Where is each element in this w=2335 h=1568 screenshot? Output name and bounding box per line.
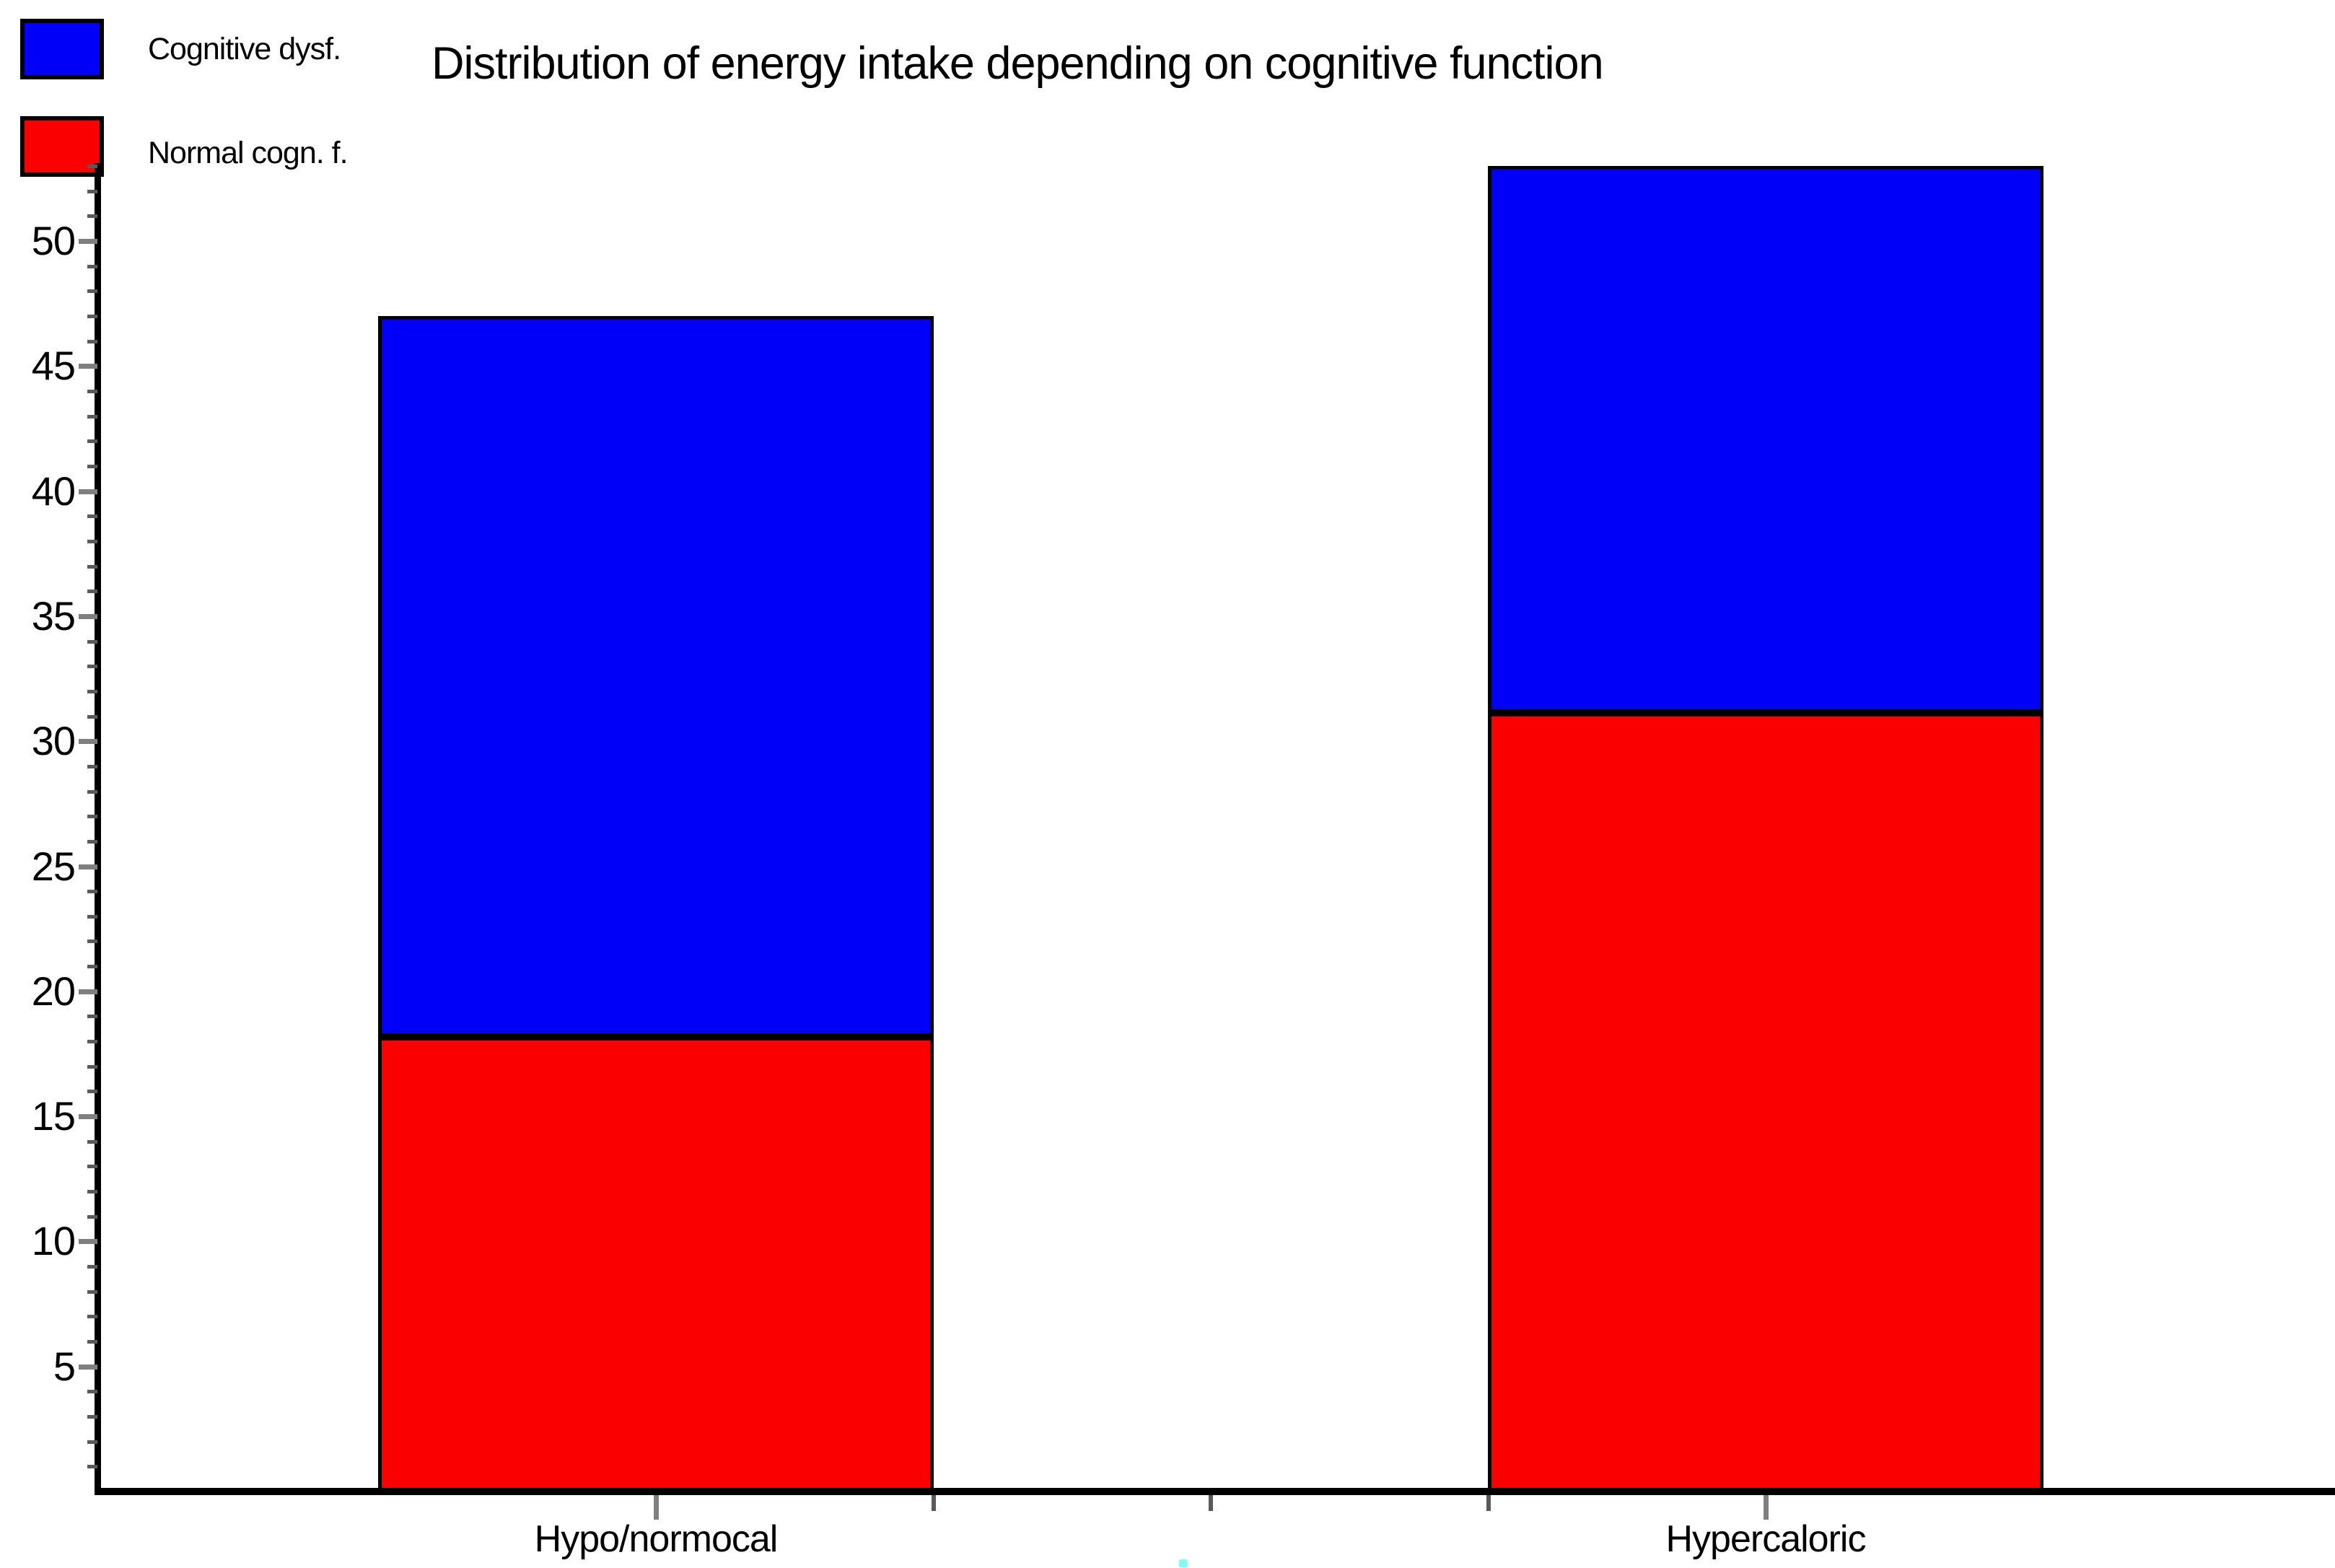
y-tick-minor	[87, 1040, 97, 1044]
y-tick-major	[79, 1364, 97, 1370]
y-tick-minor	[87, 965, 97, 969]
chart-title: Distribution of energy intake depending …	[431, 38, 1604, 89]
y-tick-label: 40	[31, 468, 76, 514]
y-tick-minor	[87, 439, 97, 444]
y-tick-major	[79, 239, 97, 244]
y-tick-major	[79, 364, 97, 369]
legend-label-cognitive-dysf: Cognitive dysf.	[148, 32, 341, 66]
y-tick-major	[79, 613, 97, 619]
y-tick-minor	[87, 764, 97, 768]
stacked-bar-2	[1488, 166, 2043, 1492]
x-axis-line	[95, 1488, 2335, 1495]
y-tick-label: 25	[31, 843, 76, 889]
y-tick-minor	[87, 914, 97, 919]
x-tick-major	[654, 1495, 659, 1520]
y-tick-minor	[87, 1090, 97, 1094]
y-tick-major	[79, 1114, 97, 1120]
y-tick-minor	[87, 714, 97, 719]
y-tick-label: 45	[31, 343, 76, 389]
x-tick-minor	[1209, 1495, 1213, 1511]
y-tick-minor	[87, 1064, 97, 1069]
bar-segment-top	[382, 319, 930, 1041]
y-tick-label: 35	[31, 592, 76, 639]
y-tick-major	[79, 489, 97, 494]
y-tick-minor	[87, 539, 97, 543]
y-tick-minor	[87, 389, 97, 393]
y-tick-label: 20	[31, 968, 76, 1014]
y-tick-minor	[87, 1440, 97, 1444]
y-tick-minor	[87, 464, 97, 468]
bar-segment-top	[1491, 170, 2040, 717]
y-tick-minor	[87, 1015, 97, 1019]
stacked-bar-1	[378, 315, 934, 1492]
y-tick-minor	[87, 1190, 97, 1194]
y-tick-minor	[87, 1289, 97, 1294]
y-tick-minor	[87, 214, 97, 219]
y-tick-minor	[87, 1214, 97, 1219]
legend-swatch-cognitive-dysf	[20, 19, 104, 79]
y-tick-minor	[87, 564, 97, 569]
x-tick-minor	[1486, 1495, 1491, 1511]
legend-label-normal-cogn: Normal cogn. f.	[148, 136, 349, 170]
y-tick-minor	[87, 514, 97, 519]
y-tick-minor	[87, 1390, 97, 1394]
y-tick-minor	[87, 890, 97, 894]
y-tick-minor	[87, 414, 97, 419]
y-tick-minor	[87, 1265, 97, 1269]
x-tick-major	[1764, 1495, 1769, 1520]
y-tick-major	[79, 739, 97, 745]
y-tick-minor	[87, 1139, 97, 1144]
y-tick-major	[79, 989, 97, 994]
y-tick-minor	[87, 314, 97, 318]
x-category-label: Hypo/normocal	[534, 1518, 779, 1560]
y-tick-minor	[87, 1315, 97, 1319]
y-tick-minor	[87, 165, 97, 169]
y-tick-minor	[87, 590, 97, 594]
x-tick-minor	[931, 1495, 936, 1511]
y-tick-minor	[87, 839, 97, 844]
y-axis-line	[95, 163, 101, 1495]
y-tick-label: 5	[53, 1343, 76, 1389]
y-tick-label: 15	[31, 1093, 76, 1139]
y-tick-minor	[87, 289, 97, 294]
x-category-label: Hypercaloric	[1665, 1518, 1867, 1560]
y-tick-minor	[87, 189, 97, 193]
artifact-dot	[1179, 1559, 1188, 1567]
y-tick-minor	[87, 1165, 97, 1169]
y-tick-minor	[87, 940, 97, 944]
y-tick-minor	[87, 789, 97, 794]
y-tick-minor	[87, 639, 97, 644]
y-tick-label: 10	[31, 1218, 76, 1264]
y-tick-minor	[87, 665, 97, 669]
y-tick-label: 50	[31, 218, 76, 263]
y-tick-minor	[87, 339, 97, 343]
y-tick-major	[79, 864, 97, 870]
y-tick-label: 30	[31, 718, 76, 764]
y-tick-minor	[87, 264, 97, 268]
y-tick-minor	[87, 1415, 97, 1419]
y-tick-minor	[87, 1465, 97, 1469]
y-tick-minor	[87, 1340, 97, 1344]
y-tick-minor	[87, 815, 97, 819]
y-tick-major	[79, 1239, 97, 1245]
y-tick-minor	[87, 689, 97, 693]
